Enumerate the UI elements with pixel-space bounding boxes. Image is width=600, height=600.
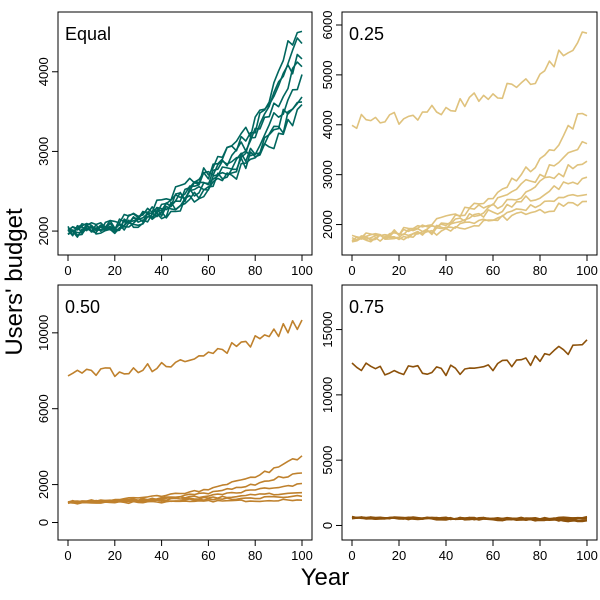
x-tick-label: 80	[248, 548, 262, 563]
plot-frame	[341, 284, 598, 541]
y-tick-label: 4000	[36, 57, 51, 86]
panel-2: 0 20 40 60 80 100 2000 3000 4000 5000 6000 0.25	[320, 11, 598, 278]
series-line	[67, 101, 303, 233]
series-line	[67, 319, 303, 378]
panel-label: 0.50	[65, 297, 100, 317]
series-group	[67, 319, 303, 505]
y-tick-label: 15000	[320, 311, 335, 347]
panel-label: 0.25	[349, 24, 384, 44]
x-tick-label: 80	[533, 263, 547, 278]
series-line	[351, 339, 588, 377]
y-tick-label: 10000	[36, 315, 51, 351]
x-tick-label: 100	[291, 548, 313, 563]
panel-label: Equal	[65, 24, 111, 44]
y-axis-title: Users' budget	[1, 208, 28, 356]
x-tick-label: 20	[392, 548, 406, 563]
series-line	[351, 200, 588, 243]
series-line	[67, 498, 303, 505]
x-tick-label: 100	[291, 263, 313, 278]
y-tick-label: 6000	[320, 11, 335, 40]
x-tick-label: 40	[154, 263, 168, 278]
x-tick-label: 20	[108, 548, 122, 563]
series-line	[67, 30, 303, 237]
y-tick-label: 6000	[36, 394, 51, 423]
series-line	[351, 176, 588, 243]
x-tick-label: 100	[576, 263, 598, 278]
series-line	[67, 61, 303, 237]
series-line	[67, 494, 303, 505]
x-tick-label: 60	[486, 263, 500, 278]
plot-frame	[57, 284, 313, 541]
x-tick-label: 0	[64, 263, 71, 278]
x-tick-label: 40	[439, 263, 453, 278]
x-tick-label: 80	[533, 548, 547, 563]
y-tick-label: 5000	[320, 60, 335, 89]
x-tick-label: 60	[201, 263, 215, 278]
y-tick-label: 5000	[320, 446, 335, 475]
x-tick-label: 20	[108, 263, 122, 278]
series-line	[351, 516, 588, 523]
x-tick-label: 60	[486, 548, 500, 563]
series-line	[351, 31, 588, 130]
panel-1: 0 20 40 60 80 100 2000 3000 4000 Equal	[36, 11, 313, 278]
y-tick-label: 0	[36, 519, 51, 526]
series-line	[67, 74, 303, 233]
series-line	[351, 140, 588, 242]
y-tick-label: 3000	[320, 160, 335, 189]
plot-frame	[341, 11, 598, 256]
y-tick-label: 2000	[36, 470, 51, 499]
series-line	[351, 112, 588, 239]
plot-frame	[57, 11, 313, 256]
series-line	[67, 53, 303, 231]
y-tick-label: 4000	[320, 110, 335, 139]
y-tick-label: 3000	[36, 137, 51, 166]
series-group	[351, 31, 588, 243]
x-tick-label: 0	[64, 548, 71, 563]
x-tick-label: 80	[248, 263, 262, 278]
series-group	[67, 30, 303, 238]
y-tick-label: 10000	[320, 377, 335, 413]
x-tick-label: 0	[348, 548, 355, 563]
x-tick-label: 100	[576, 548, 598, 563]
series-group	[351, 339, 588, 523]
panel-4: 0 20 40 60 80 100 0 5000 10000 15000 0.75	[320, 284, 598, 563]
panel-label: 0.75	[349, 297, 384, 317]
series-line	[351, 160, 588, 241]
y-tick-label: 0	[320, 522, 335, 529]
x-tick-label: 40	[154, 548, 168, 563]
panel-3: 0 20 40 60 80 100 0 2000 6000 10000 0.50	[36, 284, 313, 563]
x-tick-label: 60	[201, 548, 215, 563]
series-line	[67, 104, 303, 236]
y-tick-label: 2000	[36, 217, 51, 246]
x-tick-label: 20	[392, 263, 406, 278]
x-tick-label: 40	[439, 548, 453, 563]
x-tick-label: 0	[348, 263, 355, 278]
x-axis-title: Year	[301, 564, 350, 591]
y-tick-label: 2000	[320, 210, 335, 239]
